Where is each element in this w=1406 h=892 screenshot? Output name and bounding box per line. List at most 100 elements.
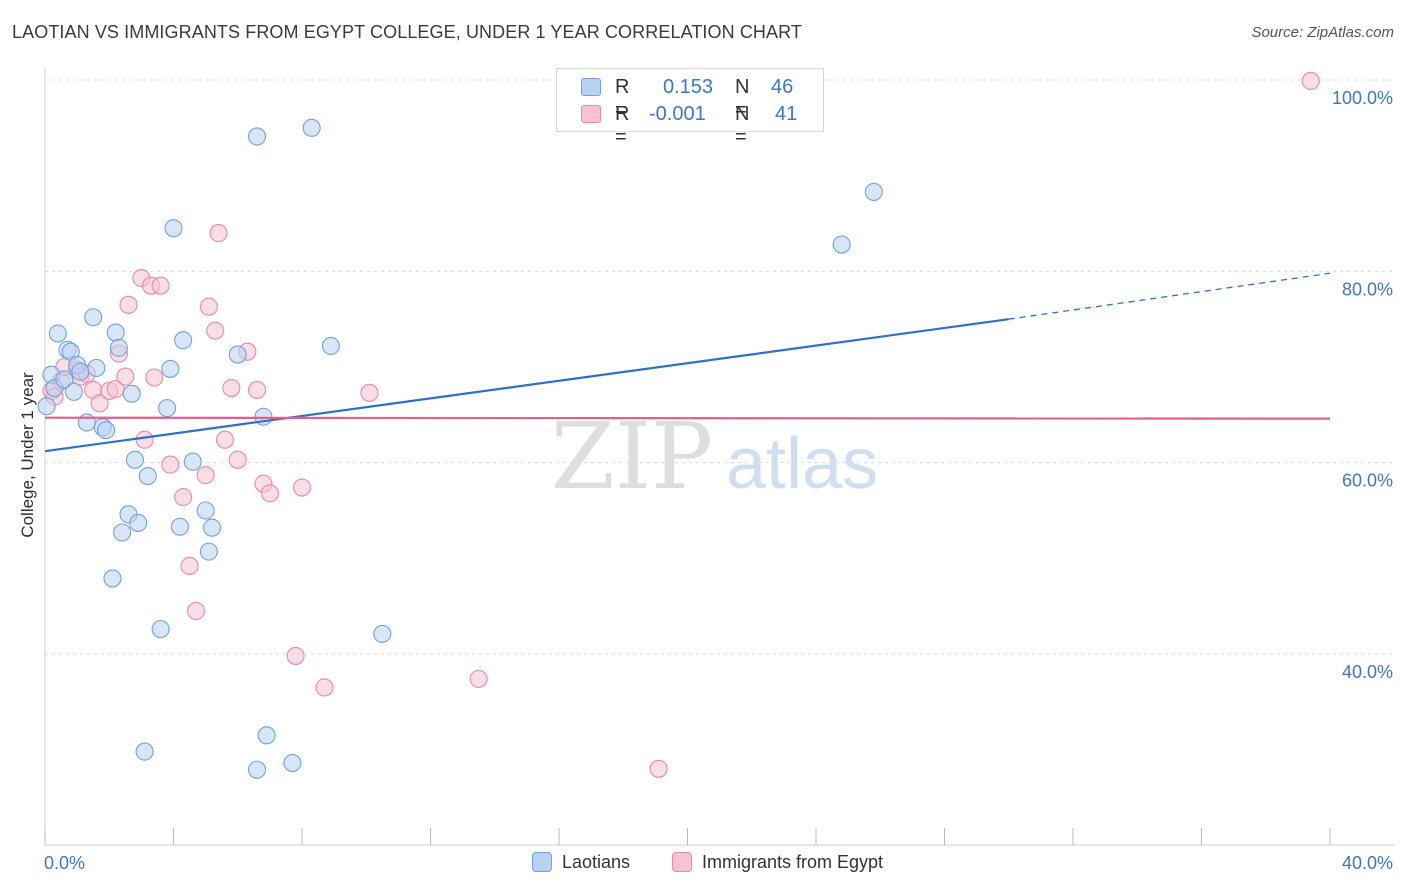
y-tick-labels: 40.0% 60.0% 80.0% 100.0% <box>1332 88 1393 682</box>
egypt-point <box>649 759 668 778</box>
stats-legend: R = 0.153 N = 46 R = -0.001 N = 41 <box>556 68 824 148</box>
legend-swatch-egypt <box>672 852 692 872</box>
egypt-point <box>186 601 206 621</box>
egypt-point <box>161 455 180 474</box>
legend-n-label: N = <box>735 103 750 148</box>
egypt-point <box>180 556 199 576</box>
laotians-point <box>321 336 340 356</box>
laotians-point <box>151 620 170 639</box>
laotians-point <box>77 413 96 432</box>
legend-item-egypt: Immigrants from Egypt <box>672 852 883 873</box>
laotians-point <box>106 323 125 342</box>
y-tick-label: 100.0% <box>1332 88 1393 108</box>
laotians-point <box>832 235 851 254</box>
egypt-point <box>196 466 215 485</box>
legend-n-value: 41 <box>775 103 798 125</box>
egypt-point <box>151 276 170 295</box>
legend-label-egypt: Immigrants from Egypt <box>702 852 884 872</box>
laotians-point <box>174 331 193 350</box>
laotians-point <box>48 324 67 343</box>
watermark: ZIP atlas <box>551 403 878 510</box>
egypt-point <box>228 450 247 469</box>
laotians-point <box>196 501 215 520</box>
trend-line-laotians-extension <box>1008 272 1331 320</box>
legend-label-laotians: Laotians <box>562 852 631 872</box>
watermark-atlas: atlas <box>726 424 878 504</box>
laotians-point <box>302 118 321 137</box>
egypt-point <box>360 383 379 402</box>
laotians-point <box>125 450 144 469</box>
egypt-point <box>469 669 488 688</box>
laotians-point <box>109 338 128 357</box>
legend-swatch-laotians <box>581 78 601 96</box>
watermark-zip: ZIP <box>551 403 713 510</box>
laotians-point <box>283 754 302 773</box>
laotians-point <box>103 569 122 588</box>
legend-r-label: R = <box>615 76 630 121</box>
egypt-point <box>247 380 267 400</box>
laotians-point <box>170 517 189 536</box>
laotians-point <box>87 358 106 378</box>
egypt-point <box>1301 71 1320 91</box>
laotians-point <box>199 542 218 561</box>
laotians-point <box>55 370 74 389</box>
legend-swatch-laotians <box>532 852 552 872</box>
legend-swatch-egypt <box>581 105 601 123</box>
laotians-point <box>161 359 180 378</box>
y-tick-label: 80.0% <box>1342 279 1393 299</box>
egypt-point <box>206 321 225 340</box>
egypt-point <box>174 488 193 507</box>
laotians-point <box>864 182 883 201</box>
laotians-point <box>183 452 202 471</box>
laotians-point <box>84 308 103 327</box>
laotians-point <box>138 467 157 486</box>
legend-item-laotians: Laotians <box>532 852 630 873</box>
egypt-point <box>199 297 218 316</box>
egypt-point <box>135 430 154 449</box>
legend-r-label: R = <box>615 103 630 148</box>
chart-title: LAOTIAN VS IMMIGRANTS FROM EGYPT COLLEGE… <box>12 22 803 42</box>
egypt-point <box>90 394 109 413</box>
egypt-point <box>119 295 138 314</box>
trend-line-egypt <box>44 416 1331 420</box>
laotians-point <box>203 518 222 537</box>
laotians-point <box>64 382 83 401</box>
egypt-point <box>222 378 241 398</box>
laotians-point <box>71 362 90 381</box>
y-tick-label: 60.0% <box>1342 471 1393 491</box>
egypt-point <box>315 678 334 697</box>
grid-lines <box>45 79 1395 655</box>
laotians-point <box>247 127 267 146</box>
laotians-point <box>228 345 247 364</box>
legend-r-value: 0.153 <box>663 76 714 98</box>
egypt-point <box>116 367 135 386</box>
egypt-point <box>209 224 228 243</box>
laotians-point <box>96 421 116 440</box>
laotians-point <box>122 384 141 403</box>
laotians-point <box>129 513 148 532</box>
legend-r-value: -0.001 <box>649 103 706 125</box>
x-tick-label: 40.0% <box>1342 853 1393 873</box>
trend-line-laotians <box>44 318 1009 453</box>
laotians-point <box>37 397 56 416</box>
laotians-point <box>113 523 132 542</box>
axes <box>44 68 1395 846</box>
laotians-point <box>257 726 276 745</box>
laotians-point <box>135 742 154 761</box>
legend-n-value: 46 <box>771 76 794 98</box>
egypt-point <box>292 478 312 497</box>
laotians-point <box>373 624 392 643</box>
egypt-point <box>145 368 164 387</box>
x-tick-labels: 0.0% 40.0% <box>44 853 1393 873</box>
y-tick-label: 40.0% <box>1342 662 1393 682</box>
egypt-point <box>215 430 234 449</box>
laotians-point <box>164 219 183 238</box>
laotians-point <box>247 760 267 779</box>
legend-n-label: N = <box>735 76 750 121</box>
y-axis-title: College, Under 1 year <box>18 372 37 538</box>
trend-lines <box>44 272 1331 453</box>
source-label: Source: ZipAtlas.com <box>1251 24 1394 41</box>
egypt-point <box>260 484 279 503</box>
laotians-point <box>158 399 177 418</box>
